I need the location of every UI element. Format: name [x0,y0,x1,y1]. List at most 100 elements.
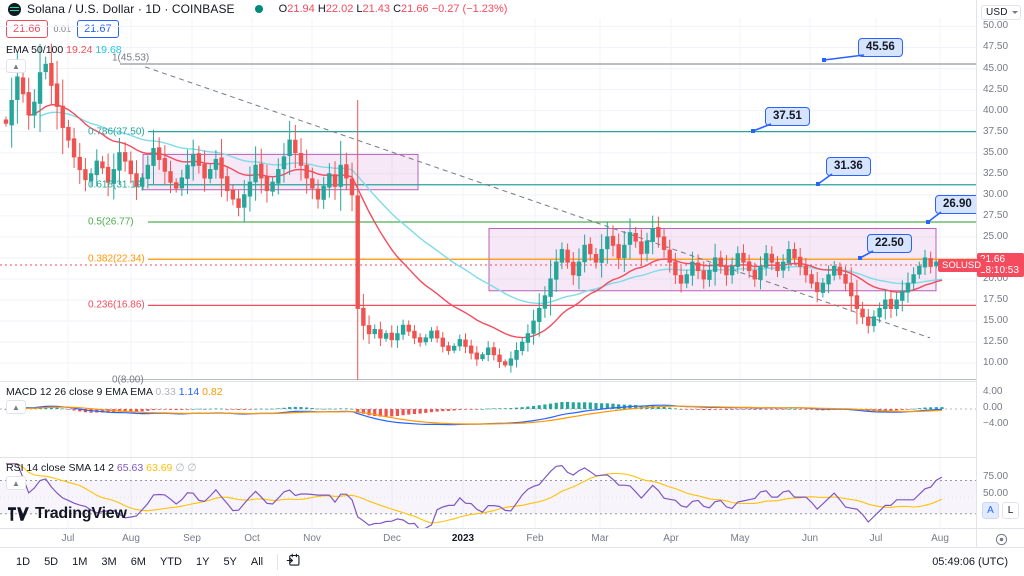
log-scale-button[interactable]: L [1002,502,1019,519]
candlestick [559,249,565,263]
macd-histogram-bar [486,408,490,410]
candlestick [763,253,769,268]
timeframe-5d[interactable]: 5D [44,556,59,568]
price-axis[interactable]: USD 50.00 47.50 45.00 42.50 40.00 37.50 35.00 3… [976,0,1024,528]
macd-histogram-bar [798,409,802,410]
macd-histogram-bar [713,409,717,410]
rsi-pane-collapse-button[interactable]: ▲ [6,476,26,490]
candlestick [582,244,587,263]
consolidation-zone-1 [142,153,419,191]
rsi-indicator-title[interactable]: RSI 14 close SMA 14 2 65.63 63.69 ∅ ∅ [6,462,197,474]
candlestick [259,163,264,179]
timeframe-6m[interactable]: 6M [130,556,146,568]
timeframe-5y[interactable]: 5Y [223,556,237,568]
macd-histogram-bar [322,408,326,410]
time-axis-label: Nov [303,533,321,544]
price-callout[interactable]: 37.51 [765,107,810,126]
candlestick [66,126,71,141]
time-axis[interactable]: Jul Aug Sep Oct Nov Dec 2023 Feb Mar Apr May Jun Jul… [0,528,1024,548]
timeframe-1d[interactable]: 1D [16,556,31,568]
macd-histogram-bar [140,409,144,412]
macd-histogram-bar [673,408,677,410]
main-pane-collapse-button[interactable]: ▲ [6,59,26,73]
candlestick [888,298,894,309]
main-price-pane[interactable] [0,18,976,380]
price-callout[interactable]: 45.56 [858,38,903,57]
rsi-axis-tick: 75.00 [983,471,1009,482]
currency-selector[interactable]: USD [981,5,1021,20]
price-callout[interactable]: 26.90 [935,195,980,214]
candlestick [610,235,616,246]
macd-histogram-bar [900,409,904,410]
candlestick [548,278,553,297]
candlestick [815,282,820,293]
time-axis-label: Dec [383,533,401,544]
price-chart-svg [0,18,976,380]
macd-histogram-bar [202,408,207,410]
timeframe-1y[interactable]: 1Y [195,556,210,568]
price-axis-tick: 32.50 [983,167,1009,179]
timeframe-ytd[interactable]: YTD [159,556,182,568]
candlestick [712,257,718,272]
candlestick [213,158,219,170]
macd-histogram-bar [129,409,133,412]
macd-histogram-bar [350,408,354,410]
macd-histogram-bar [566,401,570,409]
macd-histogram-bar [617,404,621,409]
candlestick [451,345,457,351]
candlestick [423,337,428,343]
candlestick [344,164,349,179]
candlestick [605,236,610,250]
price-callout[interactable]: 22.50 [867,234,912,253]
macd-histogram-bar [526,406,530,409]
candlestick [117,152,122,171]
session-clock: 05:49:06 (UTC) [932,556,1008,568]
candlestick [179,177,185,189]
symbol-title[interactable]: Solana / U.S. Dollar · 1D · COINBASE [27,2,235,16]
candlestick [599,249,604,263]
price-axis-tick: 37.50 [983,125,1009,137]
candlestick [88,173,94,182]
macd-histogram-bar [804,409,808,410]
go-to-realtime-icon[interactable] [993,531,1009,547]
timeframe-3m[interactable]: 3M [101,556,117,568]
auto-scale-button[interactable]: A [982,502,999,519]
bottom-toolbar[interactable]: 1D 5D 1M 3M 6M YTD 1Y 5Y All 05:49:06 (UTC) [0,547,1024,576]
calendar-icon[interactable] [286,553,301,571]
timeframe-1m[interactable]: 1M [72,556,88,568]
fib-level-label: 0.5(26.77) [88,216,134,228]
candlestick [276,169,281,184]
macd-indicator-title[interactable]: MACD 12 26 close 9 EMA EMA 0.33 1.14 0.8… [6,386,223,398]
timeframe-all[interactable]: All [250,556,264,568]
rsi-pane[interactable] [0,457,976,528]
candlestick [639,241,644,255]
candlestick [60,105,65,128]
candlestick [94,160,99,176]
macd-histogram-bar [588,402,592,409]
candlestick [287,139,292,157]
candlestick [673,261,678,276]
timeframe-list[interactable]: 1D 5D 1M 3M 6M YTD 1Y 5Y All [10,554,269,570]
candlestick [525,333,531,343]
macd-pane[interactable] [0,381,976,457]
time-axis-label: Apr [663,533,679,544]
time-axis-divider [976,529,977,548]
macd-histogram-bar [259,408,263,410]
price-callout[interactable]: 31.36 [826,157,871,176]
candlestick [338,164,343,187]
ema100-value: 19.68 [95,44,122,56]
candlestick [389,332,394,341]
candlestick [162,158,168,172]
time-axis-label: Feb [526,533,544,544]
macd-histogram-bar [106,409,110,413]
macd-histogram-bar [475,409,479,410]
macd-histogram-bar [441,409,445,412]
macd-histogram-bar [163,409,167,410]
macd-histogram-bar [66,409,70,410]
candlestick [554,261,559,280]
macd-pane-collapse-button[interactable]: ▲ [6,400,26,414]
ema-indicator-title[interactable]: EMA 50/100 19.24 19.68 [6,44,122,56]
macd-line-value: 1.14 [178,386,200,398]
macd-histogram-bar [753,409,757,410]
macd-histogram-bar [55,407,59,409]
